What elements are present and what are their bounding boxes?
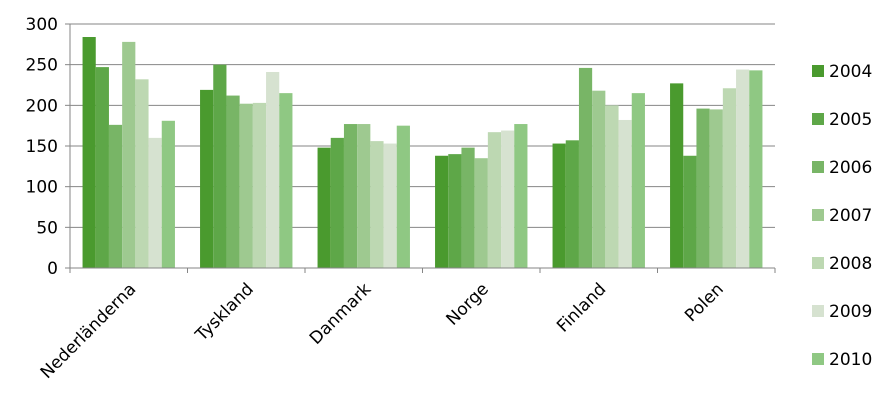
y-tick-label: 0 — [47, 259, 58, 279]
bar-2007-Polen — [709, 109, 723, 269]
x-tick-labels: Nederländerna Tyskland Danmark Norge Finland… — [37, 279, 728, 383]
bar-2004-Polen — [670, 83, 684, 269]
bar-2010-Nederländerna — [161, 120, 175, 268]
bar-2006-Finland — [578, 67, 593, 268]
bar-2009-Danmark — [383, 143, 397, 268]
legend-swatch-2005 — [812, 113, 824, 125]
bar-2008-Finland — [605, 105, 619, 268]
y-tick-labels: 0 50 100 150 200 250 300 — [26, 15, 58, 279]
y-tick-label: 300 — [26, 15, 58, 35]
bar-2010-Finland — [631, 93, 645, 268]
bar-2005-Danmark — [330, 137, 344, 268]
bar-2006-Danmark — [343, 124, 358, 268]
y-tick-label: 200 — [26, 96, 58, 116]
bar-2004-Danmark — [317, 147, 331, 268]
bar-2005-Norge — [448, 154, 462, 268]
bar-2010-Norge — [514, 124, 528, 268]
bar-2006-Nederländerna — [108, 124, 123, 268]
legend-label-2010: 2010 — [829, 350, 872, 370]
bar-2008-Danmark — [370, 141, 384, 268]
bar-2006-Polen — [696, 108, 710, 268]
x-tick-label: Polen — [681, 279, 728, 326]
bar-2007-Nederländerna — [122, 41, 136, 268]
bar-2010-Danmark — [396, 125, 410, 268]
bar-2005-Nederländerna — [95, 67, 109, 268]
x-tick-label: Danmark — [306, 279, 375, 348]
bar-2009-Tyskland — [266, 71, 280, 269]
legend-label-2009: 2009 — [829, 302, 872, 322]
bar-2009-Norge — [501, 130, 515, 268]
x-tick-label: Tyskland — [191, 279, 258, 346]
legend-swatch-2007 — [812, 209, 824, 221]
legend-label-2006: 2006 — [829, 158, 872, 178]
y-tick-label: 250 — [26, 56, 58, 76]
y-tick-label: 100 — [26, 178, 58, 198]
y-tick-label: 150 — [26, 137, 58, 157]
bar-2004-Nederländerna — [82, 37, 96, 269]
bars — [82, 37, 763, 269]
bar-2008-Norge — [487, 132, 502, 268]
legend-label-2008: 2008 — [829, 254, 872, 274]
bar-2006-Tyskland — [226, 95, 240, 268]
legend-swatch-2009 — [812, 305, 824, 317]
bar-2007-Danmark — [357, 124, 371, 268]
bar-2008-Tyskland — [252, 102, 267, 268]
legend-swatch-2008 — [812, 257, 824, 269]
legend-swatch-2006 — [812, 161, 824, 173]
bar-2004-Finland — [552, 143, 566, 268]
bar-2007-Tyskland — [239, 103, 253, 269]
legend-label-2007: 2007 — [829, 206, 872, 226]
legend-label-2004: 2004 — [829, 62, 872, 82]
bar-2009-Finland — [618, 119, 632, 268]
legend-swatch-2010 — [812, 353, 824, 365]
bar-2004-Tyskland — [200, 89, 214, 268]
axes — [65, 23, 776, 273]
bar-2006-Norge — [461, 147, 475, 268]
bar-2008-Polen — [722, 88, 737, 268]
legend-label-2005: 2005 — [829, 110, 872, 130]
bar-2010-Polen — [749, 70, 763, 268]
y-tick-label: 50 — [36, 218, 58, 238]
bar-2007-Norge — [474, 158, 488, 268]
bar-2005-Polen — [683, 155, 697, 268]
bar-2005-Finland — [565, 140, 579, 268]
bar-2010-Tyskland — [279, 93, 293, 268]
gridlines — [70, 23, 775, 228]
bar-2008-Nederländerna — [135, 79, 149, 268]
bar-2009-Nederländerna — [148, 137, 162, 268]
legend: 2004 2005 2006 2007 2008 2009 2010 — [812, 62, 872, 370]
bar-2007-Finland — [592, 90, 606, 268]
legend-swatch-2004 — [812, 65, 824, 77]
x-tick-label: Norge — [443, 279, 493, 329]
x-tick-label: Nederländerna — [37, 279, 141, 383]
bar-2009-Polen — [736, 69, 750, 268]
x-tick-label: Finland — [553, 279, 610, 336]
bar-2005-Tyskland — [213, 64, 227, 268]
bar-2004-Norge — [435, 155, 449, 268]
